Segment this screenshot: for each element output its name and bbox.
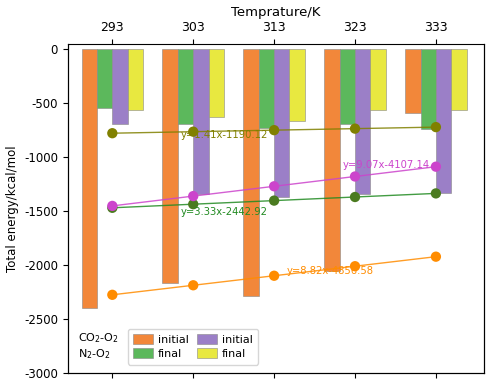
Point: [108, 130, 116, 136]
Bar: [290, 49, 305, 121]
Bar: [451, 49, 466, 110]
Bar: [274, 49, 290, 197]
Bar: [128, 49, 143, 110]
Point: [432, 190, 440, 197]
Bar: [209, 49, 224, 117]
Point: [108, 203, 116, 209]
Bar: [163, 49, 178, 283]
Text: CO$_2$-O$_2$: CO$_2$-O$_2$: [78, 331, 119, 345]
Bar: [436, 49, 451, 193]
Point: [270, 197, 278, 204]
Bar: [112, 49, 128, 124]
Legend: initial, final, initial, final: initial, final, initial, final: [127, 329, 258, 365]
Point: [270, 127, 278, 133]
Point: [189, 201, 197, 207]
Point: [189, 282, 197, 288]
Point: [189, 128, 197, 135]
Text: y=3.33x-2442.92: y=3.33x-2442.92: [181, 207, 268, 217]
Bar: [97, 49, 112, 108]
Text: y=9.07x-4107.14: y=9.07x-4107.14: [343, 160, 430, 170]
Bar: [370, 49, 386, 110]
Point: [432, 164, 440, 170]
Point: [351, 263, 359, 269]
Text: y=8.82x-4856.58: y=8.82x-4856.58: [286, 266, 373, 276]
X-axis label: Temprature/K: Temprature/K: [231, 5, 321, 19]
Point: [432, 124, 440, 130]
Bar: [259, 49, 274, 128]
Point: [108, 292, 116, 298]
Point: [432, 253, 440, 260]
Point: [270, 183, 278, 189]
Point: [351, 125, 359, 132]
Y-axis label: Total energy/kcal/mol: Total energy/kcal/mol: [5, 146, 19, 272]
Bar: [324, 49, 340, 271]
Point: [351, 194, 359, 200]
Bar: [355, 49, 370, 194]
Bar: [340, 49, 355, 124]
Bar: [244, 49, 259, 296]
Bar: [405, 49, 420, 113]
Bar: [420, 49, 436, 129]
Point: [108, 205, 116, 211]
Bar: [193, 49, 209, 194]
Text: N$_2$-O$_2$: N$_2$-O$_2$: [78, 348, 111, 361]
Bar: [82, 49, 97, 308]
Text: y=1.41x-1190.12: y=1.41x-1190.12: [181, 130, 269, 140]
Point: [189, 193, 197, 199]
Point: [270, 273, 278, 279]
Bar: [178, 49, 193, 124]
Point: [351, 173, 359, 180]
